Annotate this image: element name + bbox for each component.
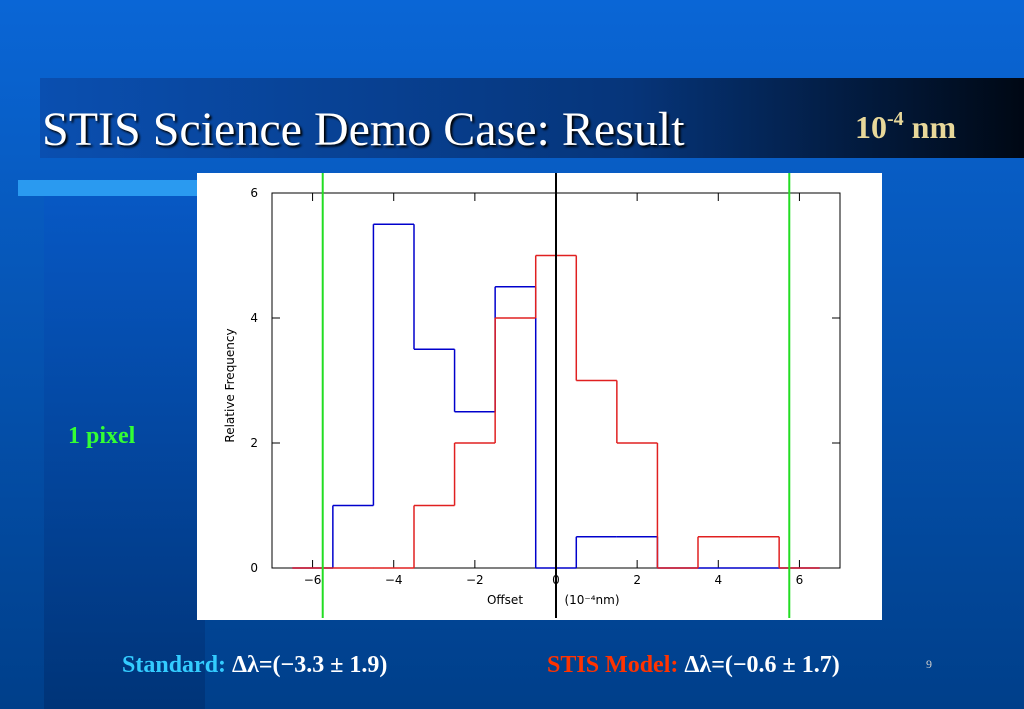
x-tick-label: 6 — [796, 573, 804, 587]
legend-entry: STIS Model: Δλ=(−0.6 ± 1.7) — [547, 652, 840, 678]
x-axis-label: Offset — [487, 593, 523, 607]
legend-result: Δλ=(−3.3 ± 1.9) — [232, 652, 387, 678]
legend-result: Δλ=(−0.6 ± 1.7) — [684, 652, 839, 678]
y-tick-label: 6 — [250, 186, 258, 200]
accent-bar — [18, 180, 200, 196]
slide-title: STIS Science Demo Case: Result — [42, 103, 685, 156]
legend-name: STIS Model: — [547, 652, 678, 678]
side-note: 1 pixel — [68, 423, 136, 449]
unit-name: nm — [912, 109, 957, 145]
title-bar — [40, 78, 1024, 158]
x-axis-unit: (10⁻⁴nm) — [564, 593, 619, 607]
unit-exponent: -4 — [887, 108, 904, 130]
chart-area — [197, 173, 882, 620]
chart: −6−4−202460246Offset(10⁻⁴nm)Relative Fre… — [223, 173, 840, 618]
side-strip — [44, 196, 205, 709]
x-tick-label: −4 — [385, 573, 403, 587]
y-tick-label: 2 — [250, 436, 258, 450]
slide-number: 9 — [926, 657, 932, 671]
y-axis-label: Relative Frequency — [223, 328, 237, 442]
y-tick-label: 4 — [250, 311, 258, 325]
x-tick-label: 2 — [633, 573, 641, 587]
title-unit: 10-4 nm — [855, 108, 956, 145]
x-tick-label: −2 — [466, 573, 484, 587]
legend-entry: Standard: Δλ=(−3.3 ± 1.9) — [122, 652, 387, 678]
x-tick-label: 4 — [714, 573, 722, 587]
y-tick-label: 0 — [250, 561, 258, 575]
x-tick-label: −6 — [304, 573, 322, 587]
legend-name: Standard: — [122, 652, 226, 678]
unit-base: 10 — [855, 109, 887, 145]
